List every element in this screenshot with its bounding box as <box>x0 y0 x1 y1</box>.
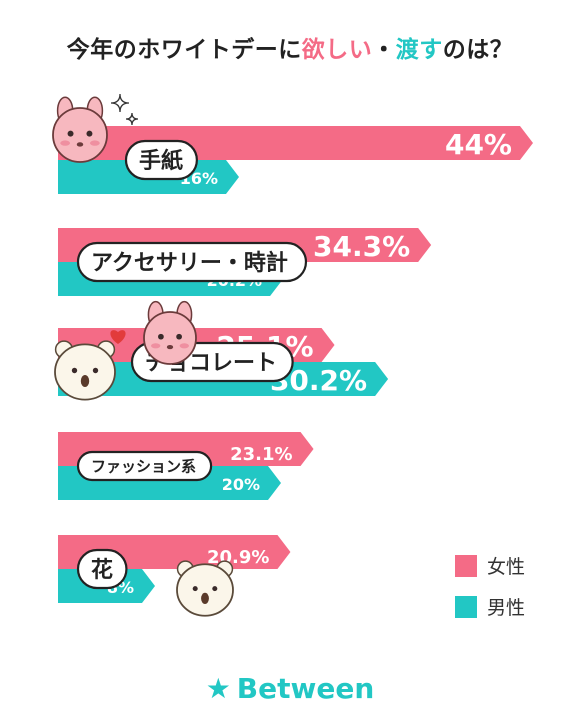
value-label-female-4: 20.9% <box>207 547 269 568</box>
sparkle-icon <box>110 93 130 113</box>
bunny-mascot-chocolate <box>143 300 197 365</box>
value-label-female-0: 44% <box>445 128 512 161</box>
category-label-3: ファッション系 <box>91 457 196 475</box>
legend-item-male: 男性 <box>455 593 525 620</box>
legend-label-male: 男性 <box>487 597 526 619</box>
legend-swatch-male <box>455 595 477 618</box>
category-pill-3 <box>76 450 213 482</box>
legend: 女性 男性 <box>455 552 525 634</box>
sparkle-icon-small <box>125 112 139 126</box>
title-want: 欲しい <box>301 37 373 63</box>
value-label-male-3: 20% <box>222 475 260 494</box>
brand-name: Between <box>236 672 375 705</box>
category-label-4: 花 <box>91 557 113 583</box>
value-label-female-1: 34.3% <box>313 230 410 263</box>
title-part-1: 今年のホワイトデーに <box>66 37 302 63</box>
heart-icon <box>110 330 126 344</box>
category-pill-0 <box>124 139 198 181</box>
brand-logo: ★ Between <box>0 672 580 705</box>
title-give: 渡す <box>395 37 443 63</box>
legend-label-female: 女性 <box>487 556 526 578</box>
category-label-0: 手紙 <box>139 148 183 174</box>
title-part-5: のは？ <box>442 37 514 63</box>
legend-item-female: 女性 <box>455 552 525 579</box>
category-label-1: アクセサリー・時計 <box>91 250 288 276</box>
bear-mascot-chocolate <box>54 340 116 401</box>
legend-swatch-female <box>455 554 477 577</box>
chart-title: 今年のホワイトデーに欲しい・渡すのは？ <box>0 30 580 64</box>
bear-mascot-flower <box>176 560 234 617</box>
bunny-mascot-letter <box>52 96 108 163</box>
category-pill-1 <box>76 241 308 283</box>
star-icon: ★ <box>205 672 231 705</box>
value-label-female-3: 23.1% <box>230 444 292 465</box>
title-dot: ・ <box>372 37 396 63</box>
category-pill-4 <box>76 548 128 590</box>
